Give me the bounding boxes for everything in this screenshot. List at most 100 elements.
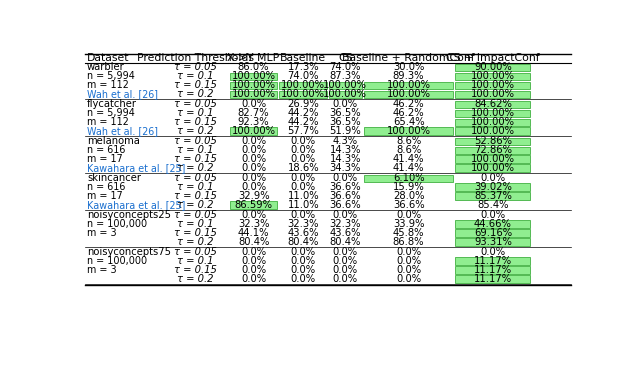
Text: 0.0%: 0.0% bbox=[291, 173, 316, 183]
Text: Kawahara et al. [25]: Kawahara et al. [25] bbox=[87, 163, 186, 173]
Text: 87.3%: 87.3% bbox=[330, 71, 361, 81]
Text: 0.0%: 0.0% bbox=[396, 265, 421, 275]
Text: 0.0%: 0.0% bbox=[481, 247, 506, 257]
Text: τ = 0.1: τ = 0.1 bbox=[177, 182, 214, 192]
Text: warbler: warbler bbox=[87, 62, 125, 72]
Text: n = 100,000: n = 100,000 bbox=[87, 256, 147, 266]
Text: 36.6%: 36.6% bbox=[330, 182, 361, 192]
FancyBboxPatch shape bbox=[456, 91, 531, 98]
Text: 0.0%: 0.0% bbox=[333, 210, 358, 220]
FancyBboxPatch shape bbox=[230, 82, 277, 89]
Text: 39.02%: 39.02% bbox=[474, 182, 512, 192]
Text: 86.59%: 86.59% bbox=[235, 200, 273, 210]
Text: Wah et al. [26]: Wah et al. [26] bbox=[87, 89, 158, 99]
Text: 36.6%: 36.6% bbox=[330, 191, 361, 201]
Text: 100.00%: 100.00% bbox=[471, 108, 515, 118]
FancyBboxPatch shape bbox=[364, 174, 454, 182]
Text: 51.9%: 51.9% bbox=[330, 126, 361, 136]
Text: 100.00%: 100.00% bbox=[387, 89, 431, 99]
Text: 32.3%: 32.3% bbox=[238, 219, 269, 229]
Text: 0.0%: 0.0% bbox=[291, 274, 316, 284]
Text: 44.66%: 44.66% bbox=[474, 219, 512, 229]
Text: 0.0%: 0.0% bbox=[481, 173, 506, 183]
Text: n = 616: n = 616 bbox=[87, 145, 125, 155]
Text: 0.0%: 0.0% bbox=[396, 274, 421, 284]
FancyBboxPatch shape bbox=[230, 73, 277, 80]
FancyBboxPatch shape bbox=[329, 82, 362, 89]
Text: 100.00%: 100.00% bbox=[232, 80, 276, 90]
Text: 65.4%: 65.4% bbox=[393, 117, 424, 127]
Text: X->Y MLP: X->Y MLP bbox=[227, 53, 280, 63]
Text: 0.0%: 0.0% bbox=[333, 265, 358, 275]
Text: τ = 0.1: τ = 0.1 bbox=[177, 145, 214, 155]
Text: 46.2%: 46.2% bbox=[393, 99, 424, 109]
Text: 0.0%: 0.0% bbox=[241, 256, 266, 266]
Text: CS: CS bbox=[338, 53, 353, 63]
Text: 36.6%: 36.6% bbox=[393, 200, 424, 210]
Text: 100.00%: 100.00% bbox=[471, 154, 515, 164]
Text: 11.17%: 11.17% bbox=[474, 265, 512, 275]
FancyBboxPatch shape bbox=[456, 258, 531, 265]
Text: 0.0%: 0.0% bbox=[291, 265, 316, 275]
FancyBboxPatch shape bbox=[456, 100, 531, 108]
FancyBboxPatch shape bbox=[456, 267, 531, 274]
Text: τ = 0.2: τ = 0.2 bbox=[177, 163, 214, 173]
Text: 80.4%: 80.4% bbox=[238, 237, 269, 247]
Text: 52.86%: 52.86% bbox=[474, 136, 512, 146]
Text: skincancer: skincancer bbox=[87, 173, 141, 183]
Text: 0.0%: 0.0% bbox=[291, 154, 316, 164]
Text: 36.6%: 36.6% bbox=[330, 200, 361, 210]
Text: 0.0%: 0.0% bbox=[241, 182, 266, 192]
Text: 86.8%: 86.8% bbox=[393, 237, 424, 247]
Text: Baseline + RandomConf: Baseline + RandomConf bbox=[342, 53, 475, 63]
Text: 45.8%: 45.8% bbox=[393, 228, 424, 238]
Text: Kawahara et al. [25]: Kawahara et al. [25] bbox=[87, 200, 186, 210]
Text: 0.0%: 0.0% bbox=[241, 210, 266, 220]
FancyBboxPatch shape bbox=[456, 64, 531, 71]
FancyBboxPatch shape bbox=[456, 164, 531, 172]
Text: 100.00%: 100.00% bbox=[471, 71, 515, 81]
FancyBboxPatch shape bbox=[456, 82, 531, 89]
Text: 11.0%: 11.0% bbox=[287, 191, 319, 201]
Text: 8.6%: 8.6% bbox=[396, 136, 421, 146]
Text: τ = 0.05: τ = 0.05 bbox=[174, 136, 217, 146]
Text: τ = 0.05: τ = 0.05 bbox=[174, 247, 217, 257]
Text: 0.0%: 0.0% bbox=[333, 99, 358, 109]
Text: 0.0%: 0.0% bbox=[241, 173, 266, 183]
Text: 11.17%: 11.17% bbox=[474, 256, 512, 266]
Text: n = 5,994: n = 5,994 bbox=[87, 71, 135, 81]
Text: 100.00%: 100.00% bbox=[471, 163, 515, 173]
Text: 74.0%: 74.0% bbox=[287, 71, 319, 81]
FancyBboxPatch shape bbox=[456, 156, 531, 163]
Text: 15.9%: 15.9% bbox=[393, 182, 424, 192]
Text: τ = 0.2: τ = 0.2 bbox=[177, 274, 214, 284]
Text: τ = 0.15: τ = 0.15 bbox=[174, 154, 217, 164]
Text: 0.0%: 0.0% bbox=[241, 163, 266, 173]
Text: 32.3%: 32.3% bbox=[330, 219, 361, 229]
Text: 100.00%: 100.00% bbox=[232, 126, 276, 136]
Text: melanoma: melanoma bbox=[87, 136, 140, 146]
FancyBboxPatch shape bbox=[456, 229, 531, 237]
Text: τ = 0.2: τ = 0.2 bbox=[177, 200, 214, 210]
FancyBboxPatch shape bbox=[456, 73, 531, 80]
Text: 41.4%: 41.4% bbox=[393, 163, 424, 173]
Text: 14.3%: 14.3% bbox=[330, 145, 361, 155]
Text: Prediction Thresholds: Prediction Thresholds bbox=[137, 53, 254, 63]
Text: n = 100,000: n = 100,000 bbox=[87, 219, 147, 229]
Text: Dataset: Dataset bbox=[87, 53, 129, 63]
Text: τ = 0.15: τ = 0.15 bbox=[174, 117, 217, 127]
Text: 82.7%: 82.7% bbox=[238, 108, 269, 118]
Text: 85.37%: 85.37% bbox=[474, 191, 512, 201]
Text: τ = 0.2: τ = 0.2 bbox=[177, 237, 214, 247]
Text: 11.0%: 11.0% bbox=[287, 200, 319, 210]
Text: 80.4%: 80.4% bbox=[330, 237, 361, 247]
Text: 4.3%: 4.3% bbox=[333, 136, 358, 146]
Text: Baseline: Baseline bbox=[280, 53, 326, 63]
Text: n = 616: n = 616 bbox=[87, 182, 125, 192]
Text: 17.3%: 17.3% bbox=[287, 62, 319, 72]
FancyBboxPatch shape bbox=[364, 91, 454, 98]
Text: m = 112: m = 112 bbox=[87, 80, 129, 90]
FancyBboxPatch shape bbox=[456, 118, 531, 126]
Text: 43.6%: 43.6% bbox=[330, 228, 361, 238]
Text: 80.4%: 80.4% bbox=[287, 237, 319, 247]
